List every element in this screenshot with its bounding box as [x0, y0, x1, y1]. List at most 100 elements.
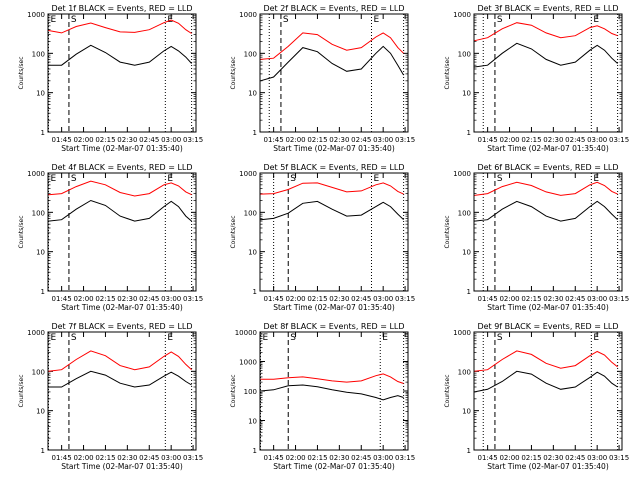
panel-title: Det 2f BLACK = Events, RED = LLD [263, 4, 404, 13]
plot-frame [47, 331, 197, 451]
panel-8: Det 8f BLACK = Events, RED = LLD 1 10 100 10… [230, 322, 415, 471]
x-axis-label: Start Time (02-Mar-07 01:35:40) [487, 462, 609, 471]
marker-label: S [71, 174, 77, 184]
plot-frame [259, 172, 409, 292]
y-tick-label: 1000 [27, 11, 45, 19]
plot-frame [47, 172, 197, 292]
x-tick-label: 03:15 [183, 454, 203, 462]
x-tick-label: 02:15 [95, 136, 115, 144]
y-tick-label: 1 [253, 129, 257, 137]
y-tick-label: 1000 [27, 329, 45, 337]
x-tick-label: 02:15 [521, 295, 541, 303]
events-series-line [260, 200, 404, 221]
x-tick-label: 02:00 [285, 136, 305, 144]
x-tick-label: 03:15 [609, 295, 629, 303]
x-tick-label: 03:00 [161, 295, 181, 303]
y-axis-label: Counts/sec [18, 374, 25, 407]
y-axis-label: Counts/sec [18, 215, 25, 248]
lld-series-line [48, 19, 192, 34]
marker-label: E [50, 15, 56, 25]
y-tick-label: 1000 [453, 170, 471, 178]
lld-series-line [260, 373, 404, 384]
events-series-line [48, 370, 192, 388]
y-tick-label: 100 [244, 388, 257, 396]
x-tick-label: 03:15 [609, 454, 629, 462]
marker-label: S [290, 174, 296, 184]
x-tick-label: 03:00 [161, 136, 181, 144]
y-tick-label: 100 [32, 209, 45, 217]
marker-label: E [262, 333, 268, 343]
x-tick-label: 02:00 [499, 454, 519, 462]
x-tick-label: 01:45 [478, 295, 498, 303]
x-axis-label: Start Time (02-Mar-07 01:35:40) [487, 144, 609, 153]
marker-label: E [382, 333, 388, 343]
x-axis-label: Start Time (02-Mar-07 01:35:40) [273, 144, 395, 153]
x-tick-label: 03:00 [373, 136, 393, 144]
y-tick-label: 1000 [27, 170, 45, 178]
y-tick-label: 10 [248, 249, 257, 257]
x-tick-label: 02:30 [329, 454, 349, 462]
y-tick-label: 1 [253, 447, 257, 455]
x-axis-label: Start Time (02-Mar-07 01:35:40) [61, 144, 183, 153]
y-tick-label: 100 [244, 209, 257, 217]
lld-series-line [474, 22, 618, 42]
panel-title: Det 6f BLACK = Events, RED = LLD [477, 163, 618, 172]
x-tick-label: 01:45 [52, 295, 72, 303]
y-tick-label: 1 [41, 447, 45, 455]
lld-series-line [48, 180, 192, 197]
y-tick-label: 1 [41, 129, 45, 137]
y-tick-label: 10 [462, 90, 471, 98]
x-tick-label: 03:00 [373, 454, 393, 462]
x-tick-label: 02:00 [73, 295, 93, 303]
y-tick-label: 100 [32, 50, 45, 58]
events-series-line [474, 370, 618, 393]
lld-series-line [474, 181, 618, 196]
y-tick-label: 10 [36, 90, 45, 98]
x-tick-label: 02:15 [307, 295, 327, 303]
panel-9: Det 9f BLACK = Events, RED = LLD 1 10 100 10… [444, 322, 629, 471]
events-series-line [474, 42, 618, 68]
y-tick-label: 1000 [453, 329, 471, 337]
marker-label: S [497, 15, 503, 25]
y-tick-label: 1000 [453, 11, 471, 19]
x-axis-label: Start Time (02-Mar-07 01:35:40) [61, 462, 183, 471]
x-tick-label: 02:45 [139, 295, 159, 303]
y-tick-label: 100 [458, 368, 471, 376]
x-tick-label: 02:45 [565, 136, 585, 144]
marker-label: S [497, 174, 503, 184]
y-tick-label: 1000 [239, 11, 257, 19]
y-tick-label: 100 [244, 50, 257, 58]
lld-series-line [260, 32, 404, 60]
x-tick-label: 02:30 [543, 136, 563, 144]
x-tick-label: 02:30 [543, 454, 563, 462]
marker-label: E [593, 15, 599, 25]
marker-label: E [50, 333, 56, 343]
x-tick-label: 03:15 [183, 295, 203, 303]
events-series-line [474, 200, 618, 222]
y-axis-label: Counts/sec [230, 215, 237, 248]
x-tick-label: 02:00 [499, 136, 519, 144]
marker-label: E [373, 174, 379, 184]
x-tick-label: 02:30 [543, 295, 563, 303]
y-tick-label: 10 [248, 90, 257, 98]
plot-frame [259, 13, 409, 133]
y-tick-label: 10000 [235, 329, 257, 337]
events-series-line [260, 384, 404, 401]
y-tick-label: 10 [36, 408, 45, 416]
panel-title: Det 9f BLACK = Events, RED = LLD [477, 322, 618, 331]
panel-7: Det 7f BLACK = Events, RED = LLD 1 10 100 10… [18, 322, 203, 471]
marker-label: E [593, 333, 599, 343]
x-tick-label: 02:15 [521, 454, 541, 462]
x-tick-label: 02:00 [499, 295, 519, 303]
x-axis-label: Start Time (02-Mar-07 01:35:40) [61, 303, 183, 312]
x-tick-label: 03:00 [587, 454, 607, 462]
x-tick-label: 01:45 [478, 454, 498, 462]
marker-label: S [497, 333, 503, 343]
x-tick-label: 02:15 [95, 295, 115, 303]
marker-label: E [373, 15, 379, 25]
x-tick-label: 03:15 [183, 136, 203, 144]
panel-1: Det 1f BLACK = Events, RED = LLD 1 10 100 10… [18, 4, 203, 153]
y-tick-label: 1000 [239, 359, 257, 367]
panel-5: Det 5f BLACK = Events, RED = LLD 1 10 100 10… [230, 163, 415, 312]
x-tick-label: 02:45 [351, 295, 371, 303]
